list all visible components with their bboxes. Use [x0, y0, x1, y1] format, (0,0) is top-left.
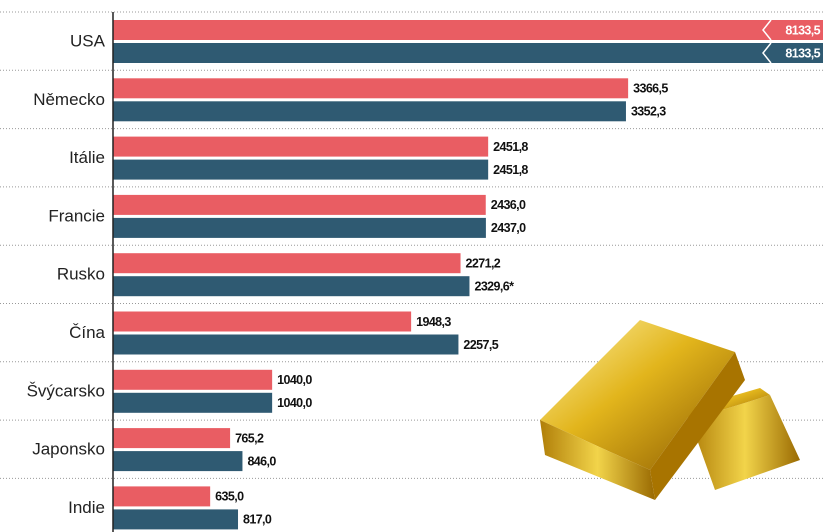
value-label: 8133,5	[785, 46, 820, 60]
category-label: Japonsko	[32, 440, 105, 459]
category-label: USA	[70, 31, 106, 50]
bar	[113, 136, 489, 157]
bar	[113, 217, 486, 238]
bar	[113, 451, 243, 472]
bar	[113, 428, 231, 449]
category-label: Čína	[69, 323, 105, 342]
category-label: Indie	[68, 498, 105, 517]
category-label: Švýcarsko	[27, 381, 105, 400]
axis-break	[762, 19, 772, 41]
value-label: 2257,5	[463, 338, 498, 352]
value-label: 8133,5	[785, 23, 820, 37]
axis-break	[762, 42, 772, 64]
value-label: 1040,0	[277, 373, 312, 387]
bar	[113, 20, 823, 40]
value-label: 817,0	[243, 513, 272, 527]
category-label: Německo	[33, 90, 105, 109]
bar	[113, 334, 459, 355]
value-label: 1948,3	[416, 315, 451, 329]
bar	[113, 276, 470, 297]
bar	[113, 486, 211, 507]
value-label: 2451,8	[493, 163, 528, 177]
value-label: 2437,0	[491, 221, 526, 235]
bar	[113, 509, 239, 530]
category-label: Rusko	[57, 265, 105, 284]
value-label: 2451,8	[493, 140, 528, 154]
bar	[113, 43, 823, 63]
value-label: 2271,2	[466, 256, 501, 270]
bar	[113, 101, 626, 122]
bar	[113, 369, 273, 390]
gold-bars-illustration	[540, 320, 800, 500]
category-label: Itálie	[69, 148, 105, 167]
value-label: 846,0	[247, 454, 276, 468]
bar	[113, 392, 273, 413]
bar	[113, 311, 412, 332]
bar	[113, 159, 489, 180]
value-label: 1040,0	[277, 396, 312, 410]
value-label: 765,2	[235, 431, 264, 445]
value-label: 2436,0	[491, 198, 526, 212]
bar	[113, 253, 461, 274]
value-label: 3352,3	[631, 105, 666, 119]
value-label: 2329,6*	[474, 279, 514, 293]
bar	[113, 78, 629, 99]
bar	[113, 194, 486, 215]
category-label: Francie	[48, 206, 105, 225]
value-label: 635,0	[215, 490, 244, 504]
value-label: 3366,5	[633, 82, 668, 96]
